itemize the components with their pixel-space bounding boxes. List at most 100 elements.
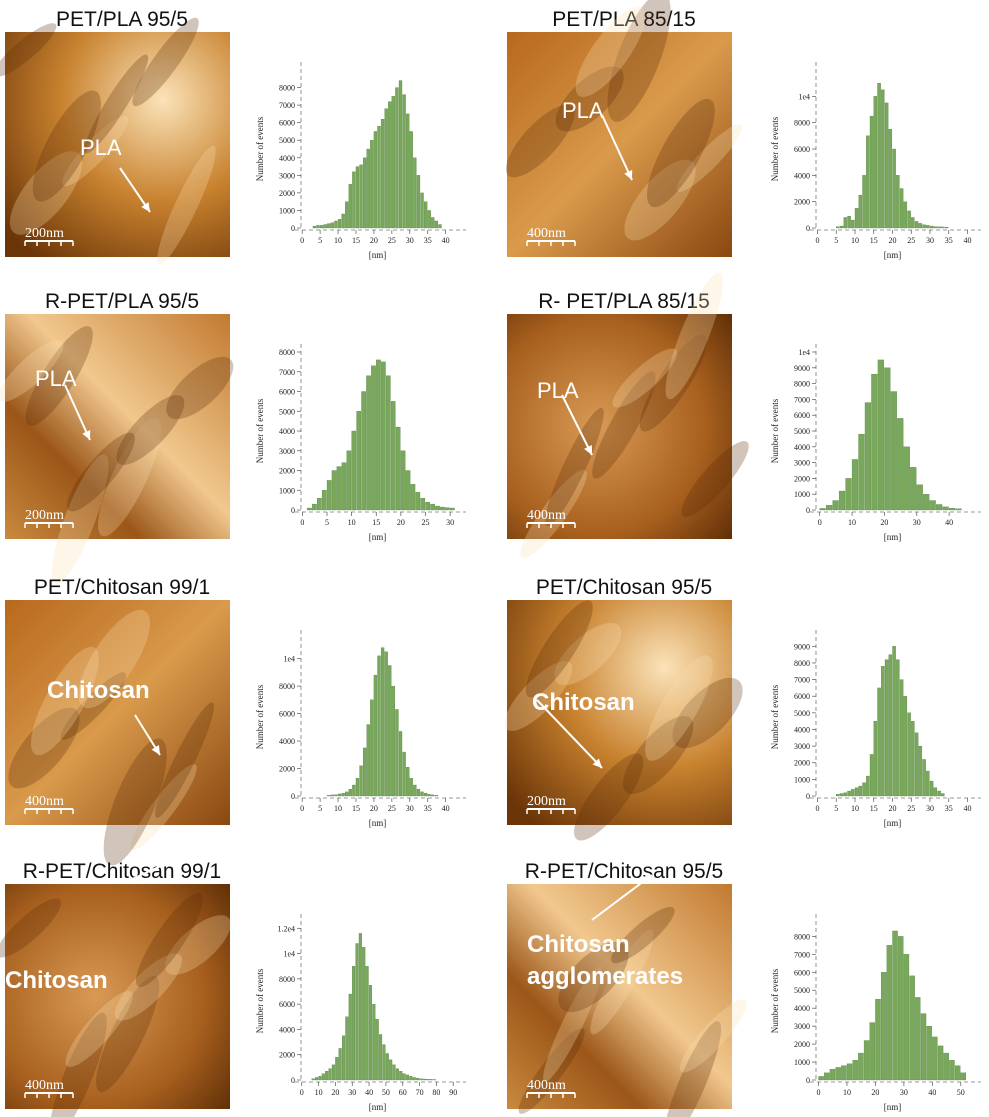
histogram-bar [381,648,384,796]
histogram-bar [374,675,377,796]
histogram-bar [317,498,321,510]
histogram-bar [938,791,941,796]
histogram-bar [955,1066,960,1080]
scale-bar-label: 400nm [527,508,566,523]
annotation: PLA [537,378,579,403]
histogram-bar [941,794,944,796]
y-tick-label: 0 [806,506,810,515]
x-axis-label: [nm] [884,250,902,260]
histogram-bar [839,491,845,510]
histogram-bar [416,492,420,510]
histogram-bar [334,221,337,228]
histogram-bar [864,1041,869,1081]
x-tick-label: 5 [834,236,838,245]
histogram-bar [315,1077,318,1080]
histogram-bar [881,90,884,228]
panel-title: PET/Chitosan 99/1 [34,576,210,599]
x-tick-label: 0 [300,804,304,813]
histogram-bar [317,225,320,228]
annotation: PLA [35,366,77,391]
histogram-bar [393,1065,396,1080]
histogram-bar [826,505,832,510]
histogram-bar [893,646,896,796]
x-tick-label: 20 [397,518,405,527]
histogram-bar [338,794,341,796]
histogram-bar [855,788,858,796]
histogram-bar [908,713,911,796]
histogram-bar [357,411,361,510]
y-tick-label: 2000 [794,474,810,483]
x-tick-label: 0 [300,518,304,527]
histogram-bar [836,227,839,228]
y-tick-label: 0 [291,506,295,515]
histogram-bar [944,1053,949,1080]
histogram-bar [934,788,937,796]
x-tick-label: 60 [399,1088,407,1097]
histogram-bar [830,1069,835,1080]
y-tick-label: 1000 [794,1058,810,1067]
x-tick-label: 0 [818,518,822,527]
histogram-bar [866,136,869,228]
histogram-bar [396,1069,399,1080]
histogram-bar [865,403,871,510]
y-tick-label: 2000 [794,198,810,207]
histogram-bar [874,721,877,796]
histogram-bar [919,223,922,228]
x-tick-label: 25 [422,518,430,527]
x-tick-label: 25 [907,236,915,245]
histogram-bar [423,1079,426,1080]
y-tick-label: 6000 [279,1000,295,1009]
histogram-bar [433,1079,436,1080]
histogram-bar [874,96,877,228]
y-tick-label: 8000 [794,119,810,128]
y-tick-label: 2000 [794,1040,810,1049]
y-tick-label: 9000 [794,364,810,373]
annotation: PLA [80,135,122,160]
histogram-bar [424,793,427,796]
y-tick-label: 7000 [794,676,810,685]
histogram-bar [349,994,352,1080]
x-tick-label: 15 [352,236,360,245]
x-tick-label: 0 [816,804,820,813]
histogram-bar [855,208,858,228]
histogram-bar [848,216,851,228]
histogram-bar [324,224,327,228]
x-tick-label: 10 [851,804,859,813]
histogram-bar [431,795,434,796]
histogram-bar [401,451,405,510]
histogram-bar [319,1076,322,1080]
histogram-bar [391,401,395,510]
histogram-bar [307,508,311,510]
histogram-bar [370,140,373,228]
histogram-bar [379,1034,382,1080]
histogram-bar [366,966,369,1080]
histogram-bar [331,795,334,796]
histogram-bar [332,471,336,511]
y-tick-label: 1.2e4 [277,924,295,933]
histogram-bar [349,789,352,796]
histogram-bar [417,175,420,228]
x-tick-label: 40 [964,236,972,245]
histogram-bar [904,202,907,228]
histogram-bar [359,933,362,1080]
y-tick-label: 7000 [279,101,295,110]
histogram-bar [915,221,918,228]
x-tick-label: 0 [300,236,304,245]
x-axis-label: [nm] [884,1102,902,1112]
histogram-bar [889,129,892,228]
histogram-bar [378,126,381,228]
histogram-bar [430,504,434,510]
histogram-bar [927,1026,932,1080]
histogram-bar [932,1037,937,1080]
x-tick-label: 5 [318,804,322,813]
x-tick-label: 35 [424,236,432,245]
histogram-bar [435,795,438,796]
x-tick-label: 15 [372,518,380,527]
x-tick-label: 20 [871,1088,879,1097]
y-tick-label: 2000 [279,765,295,774]
y-tick-label: 8000 [794,380,810,389]
y-tick-label: 6000 [794,145,810,154]
histogram-bar [342,214,345,228]
histogram-bar [445,508,449,510]
histogram-bar [363,158,366,228]
